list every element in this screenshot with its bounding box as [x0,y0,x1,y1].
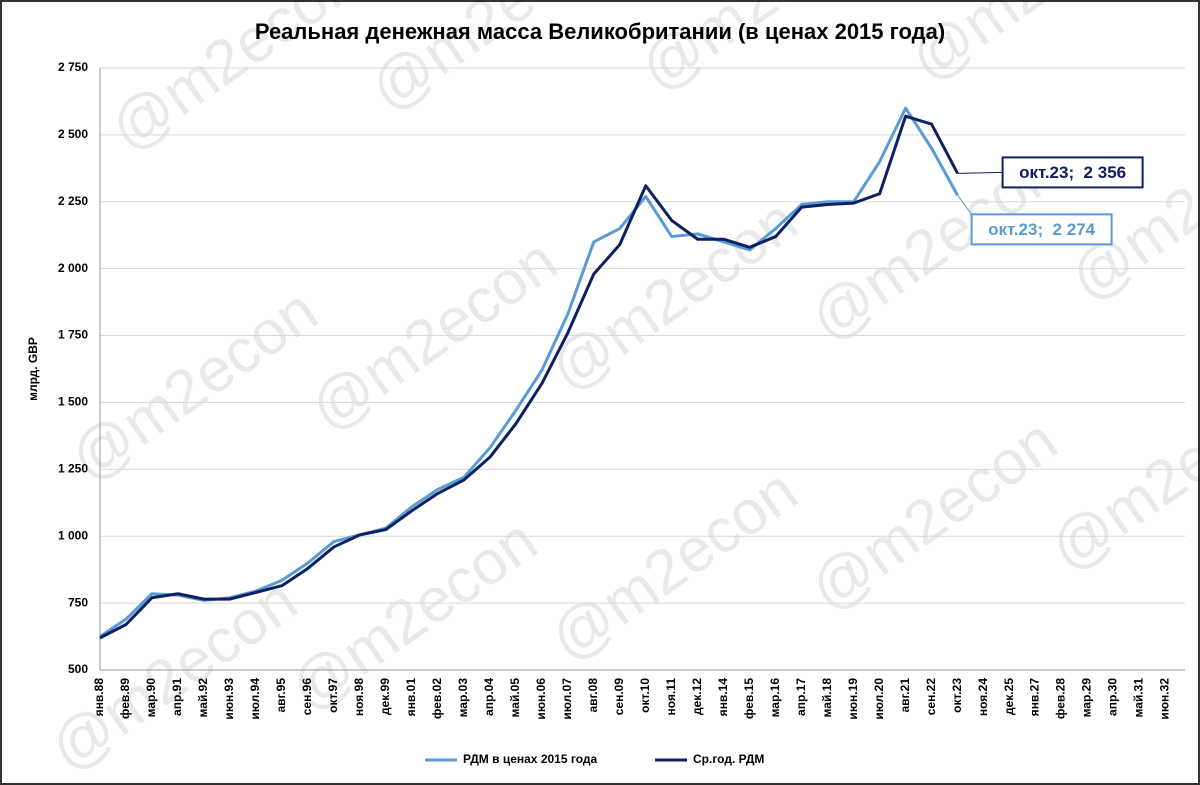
x-tick-label: янв.01 [404,678,418,717]
x-tick-label: авг.08 [586,678,600,713]
x-tick-label: фев.89 [118,678,132,719]
x-tick-label: янв.88 [92,678,106,717]
x-tick-label: дек.12 [690,678,704,715]
legend-label: Ср.год. РДМ [693,752,764,766]
x-tick-label: июл.94 [248,678,262,720]
legend-label: РДМ в ценах 2015 года [463,752,597,766]
x-tick-label: мар.03 [456,678,470,718]
label-box [1001,156,1144,189]
x-tick-label: сен.22 [924,678,938,716]
y-tick-label: 2 750 [58,60,88,74]
label-box [970,213,1113,246]
x-tick-label: окт.10 [638,678,652,713]
x-tick-label: июн.19 [846,678,860,720]
y-tick-label: 1 000 [58,528,88,542]
x-tick-label: июн.93 [222,678,236,720]
x-tick-label: сен.96 [300,678,314,716]
x-tick-label: май.18 [820,678,834,718]
data-label-text: окт.23; 2 356 [1019,163,1126,182]
x-tick-label: окт.97 [326,678,340,713]
y-tick-label: 2 250 [58,194,88,208]
x-tick-label: июн.06 [534,678,548,720]
x-tick-label: июл.07 [560,678,574,720]
label-leader [957,171,1003,174]
x-tick-label: мар.16 [768,678,782,718]
series-line [99,114,959,640]
x-tick-label: апр.17 [794,678,808,716]
x-tick-label: май.05 [508,678,522,718]
x-tick-label: фев.15 [742,678,756,719]
x-tick-label: июл.20 [872,678,886,720]
data-label-text: окт.23; 2 274 [988,220,1096,239]
data-label: окт.23; 2 274 [957,195,1113,246]
x-tick-label: дек.25 [1002,678,1016,715]
x-tick-label: май.31 [1132,678,1146,718]
y-tick-label: 2 500 [58,127,88,141]
y-tick-label: 2 000 [58,261,88,275]
x-tick-label: авг.21 [898,678,912,713]
y-tick-label: 1 500 [58,395,88,409]
x-tick-label: ноя.98 [352,678,366,716]
y-tick-label: 1 250 [58,462,88,476]
x-tick-label: май.92 [196,678,210,718]
x-tick-label: ноя.24 [976,678,990,716]
x-tick-label: авг.95 [274,678,288,713]
x-tick-label: окт.23 [950,678,964,713]
x-tick-label: янв.14 [716,678,730,717]
x-tick-label: сен.09 [612,678,626,716]
x-tick-label: мар.29 [1080,678,1094,718]
x-tick-label: фев.02 [430,678,444,719]
chart-title: Реальная денежная масса Великобритании (… [255,19,945,44]
x-tick-label: мар.90 [144,678,158,718]
data-label: окт.23; 2 356 [957,156,1144,189]
x-tick-label: фев.28 [1054,678,1068,719]
y-tick-label: 750 [68,595,88,609]
y-tick-label: 1 750 [58,328,88,342]
y-tick-label: 500 [68,662,88,676]
y-axis-label: млрд. GBP [26,337,40,401]
x-tick-label: ноя.11 [664,678,678,716]
x-tick-label: дек.99 [378,678,392,715]
x-tick-label: апр.04 [482,678,496,716]
x-tick-label: янв.27 [1028,678,1042,717]
x-tick-label: апр.91 [170,678,184,716]
x-tick-label: июн.32 [1158,678,1172,720]
x-tick-label: апр.30 [1106,678,1120,716]
label-leader [957,195,973,215]
